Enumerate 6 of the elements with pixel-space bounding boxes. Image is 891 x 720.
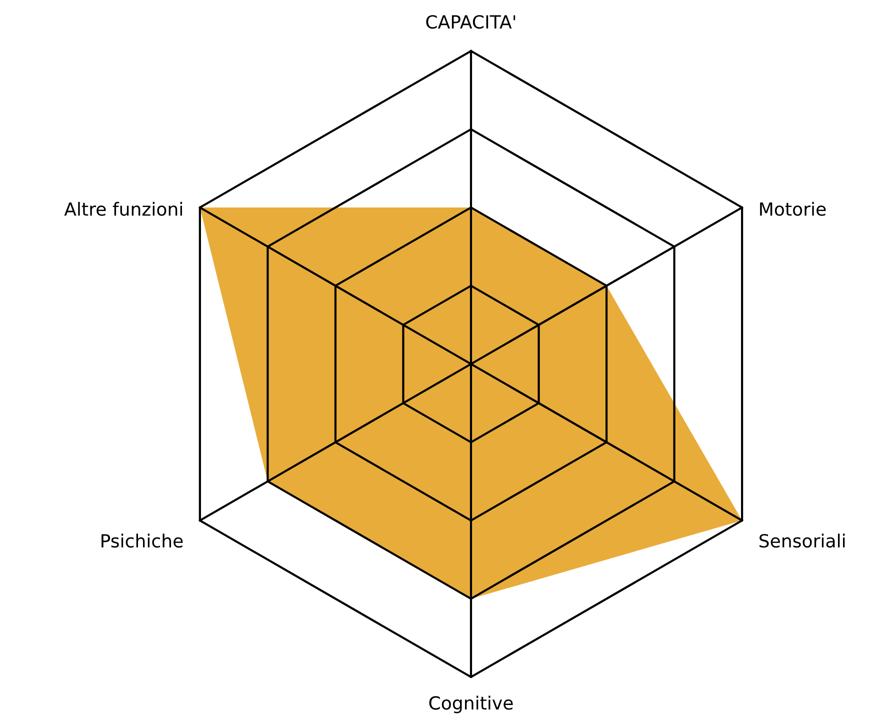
spoke-label: Sensoriali bbox=[760, 534, 845, 548]
spoke-label: Altre funzioni bbox=[64, 202, 182, 216]
spoke-label: CAPACITA' bbox=[426, 15, 516, 29]
spoke-label: Motorie bbox=[760, 202, 826, 216]
spoke-label: Cognitive bbox=[429, 696, 513, 714]
spoke-label: Psichiche bbox=[102, 534, 183, 548]
